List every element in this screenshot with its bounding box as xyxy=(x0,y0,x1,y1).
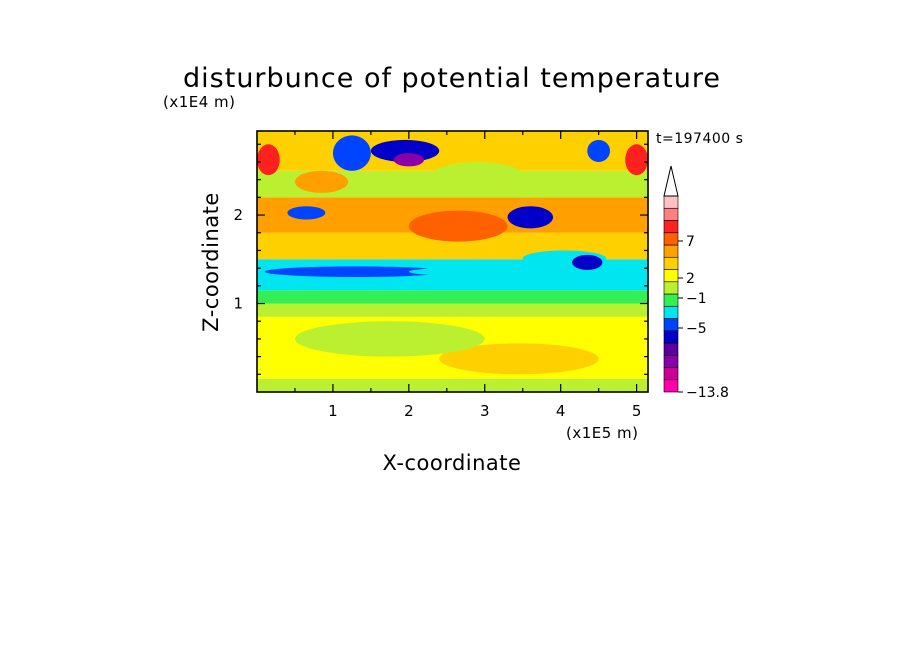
field-feature-7 xyxy=(507,206,554,229)
y-axis-title: Z-coordinate xyxy=(199,192,223,332)
y-axis: 12 xyxy=(233,143,648,375)
x-tick-label: 5 xyxy=(632,402,642,420)
field-feature-15 xyxy=(294,170,349,193)
plot-frame xyxy=(256,130,649,393)
colorbar-swatch xyxy=(663,269,679,283)
x-tick-label: 3 xyxy=(480,402,490,420)
field-feature-9 xyxy=(393,153,425,167)
y-tick-label: 2 xyxy=(233,206,243,224)
colorbar-swatch xyxy=(663,305,679,319)
field-feature-5 xyxy=(572,254,603,270)
colorbar-swatch xyxy=(663,330,679,344)
colorbar-label: −1 xyxy=(686,291,707,307)
y-unit-label: (x1E4 m) xyxy=(163,93,236,111)
colorbar-label: 7 xyxy=(686,234,695,250)
colorbar-swatch xyxy=(663,367,679,381)
colorbar-label: −5 xyxy=(686,321,707,337)
field-feature-0 xyxy=(439,343,599,375)
field-feature-3 xyxy=(408,266,607,277)
field-band-2 xyxy=(257,303,648,317)
colorbar-label: −13.8 xyxy=(686,385,729,401)
x-axis: 1 2 3 4 5 xyxy=(294,131,642,420)
time-label: t=197400 s xyxy=(656,131,743,147)
field-feature-10 xyxy=(332,135,371,171)
x-axis-title: X-coordinate xyxy=(383,451,522,475)
x-tick-label: 4 xyxy=(556,402,566,420)
x-tick-label: 1 xyxy=(328,402,338,420)
field-feature-14 xyxy=(408,210,508,242)
colorbar-extend-arrow xyxy=(663,165,679,197)
field-feature-16 xyxy=(431,161,523,189)
field-feature-8 xyxy=(370,139,440,162)
colorbar-swatch xyxy=(663,281,679,295)
plot-area xyxy=(257,131,648,392)
field-feature-2 xyxy=(264,266,447,277)
field-band-3 xyxy=(257,290,648,304)
colorbar-swatch xyxy=(663,232,679,246)
x-unit-label: (x1E5 m) xyxy=(566,424,639,442)
colorbar-label: 2 xyxy=(686,271,695,287)
colorbar-swatch xyxy=(663,379,679,393)
colorbar-swatch xyxy=(663,342,679,356)
colorbar-swatch xyxy=(663,256,679,270)
colorbar-swatch xyxy=(663,354,679,368)
field-feature-6 xyxy=(287,206,326,220)
colorbar: 7 2 −1 −5 −13.8 xyxy=(663,165,729,401)
field-feature-1 xyxy=(294,321,485,357)
chart-title: disturbunce of potential temperature xyxy=(183,63,721,94)
field-feature-12 xyxy=(257,144,280,176)
field-feature-13 xyxy=(625,144,648,176)
colorbar-swatch xyxy=(663,244,679,258)
y-tick-label: 1 xyxy=(233,295,243,313)
field-band-0 xyxy=(257,378,648,392)
colorbar-swatch xyxy=(663,220,679,234)
field-feature-11 xyxy=(587,139,611,162)
colorbar-swatch xyxy=(663,318,679,332)
colorbar-swatch xyxy=(663,293,679,307)
x-tick-label: 2 xyxy=(404,402,414,420)
colorbar-swatch xyxy=(663,195,679,209)
colorbar-swatch xyxy=(663,207,679,221)
